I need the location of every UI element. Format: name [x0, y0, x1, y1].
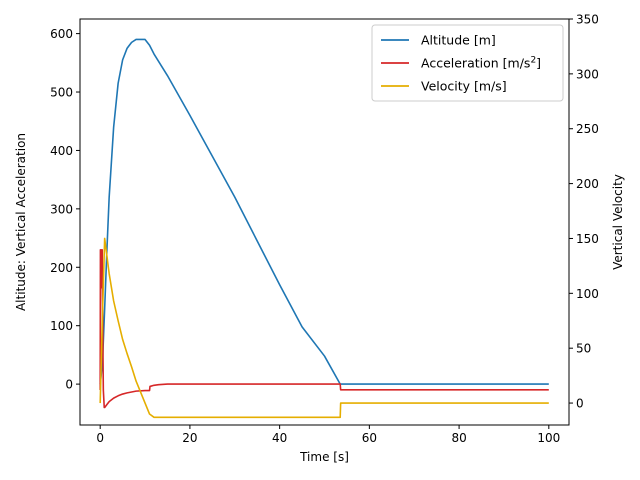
y-right-tick-label: 50 — [576, 342, 591, 356]
y-axis-right-label: Vertical Velocity — [611, 174, 625, 270]
legend-label-2: Velocity [m/s] — [421, 79, 507, 94]
y-left-tick-label: 500 — [50, 86, 73, 100]
legend: Altitude [m] Acceleration [m/s2] Velocity … — [371, 24, 564, 102]
plot-frame — [79, 18, 570, 426]
legend-box — [371, 24, 564, 102]
plot-area — [99, 38, 549, 419]
y-right-tick-label: 100 — [576, 287, 599, 301]
x-tick-label: 0 — [96, 431, 104, 445]
series-line-0 — [99, 38, 549, 385]
x-tick-label: 80 — [451, 431, 466, 445]
y-left-tick-label: 300 — [50, 202, 73, 216]
y-left-tick-label: 0 — [65, 378, 73, 392]
y-axis-right: 0 50 100 150 200 250 300 350 — [569, 13, 599, 411]
x-tick-label: 20 — [182, 431, 197, 445]
legend-label-0: Altitude [m] — [421, 33, 496, 48]
y-right-tick-label: 350 — [576, 13, 599, 27]
y-right-tick-label: 300 — [576, 67, 599, 81]
y-axis-left: 0 100 200 300 400 500 600 — [50, 27, 80, 392]
y-left-tick-label: 100 — [50, 319, 73, 333]
series-line-2 — [99, 237, 549, 419]
x-axis: 0 20 40 60 80 100 — [96, 425, 560, 445]
y-right-tick-label: 150 — [576, 232, 599, 246]
x-axis-label: Time [s] — [299, 450, 349, 464]
y-right-tick-label: 200 — [576, 177, 599, 191]
y-left-tick-label: 600 — [50, 27, 73, 41]
legend-label-1: Acceleration [m/s2] — [421, 56, 541, 71]
x-tick-label: 60 — [362, 431, 377, 445]
y-right-tick-label: 250 — [576, 122, 599, 136]
y-left-tick-label: 400 — [50, 144, 73, 158]
x-tick-label: 40 — [272, 431, 287, 445]
x-tick-label: 100 — [537, 431, 560, 445]
y-left-tick-label: 200 — [50, 261, 73, 275]
y-axis-left-label: Altitude: Vertical Acceleration — [14, 133, 28, 311]
y-right-tick-label: 0 — [576, 397, 584, 411]
